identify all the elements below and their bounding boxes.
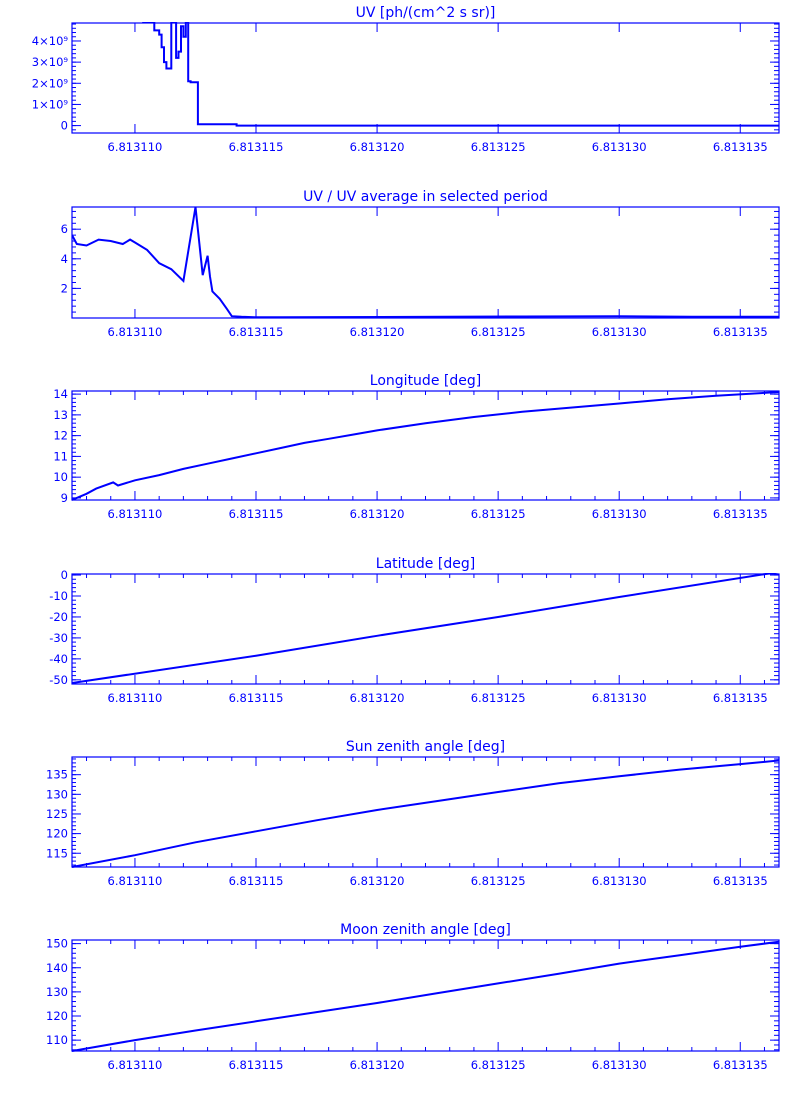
x-tick-label: 6.813110 bbox=[108, 325, 163, 339]
y-tick-label: -30 bbox=[49, 631, 68, 645]
x-tick-label: 6.813120 bbox=[350, 507, 405, 521]
x-tick-label: 6.813135 bbox=[713, 140, 768, 154]
y-tick-label: -50 bbox=[49, 673, 68, 687]
x-tick-label: 6.813135 bbox=[713, 325, 768, 339]
x-tick-label: 6.813110 bbox=[108, 1058, 163, 1072]
x-tick-label: 6.813115 bbox=[229, 874, 284, 888]
x-tick-label: 6.813130 bbox=[592, 140, 647, 154]
y-tick-label: 120 bbox=[46, 1009, 68, 1023]
x-tick-label: 6.813135 bbox=[713, 1058, 768, 1072]
x-tick-label: 6.813110 bbox=[108, 874, 163, 888]
x-tick-label: 6.813130 bbox=[592, 691, 647, 705]
y-tick-label: 11 bbox=[53, 449, 68, 463]
y-tick-label: 4 bbox=[61, 252, 68, 266]
y-tick-label: 1×10⁹ bbox=[32, 97, 69, 111]
x-tick-label: 6.813130 bbox=[592, 1058, 647, 1072]
x-tick-label: 6.813125 bbox=[471, 874, 526, 888]
y-tick-label: 14 bbox=[53, 387, 68, 401]
x-tick-label: 6.813115 bbox=[229, 325, 284, 339]
y-tick-label: 12 bbox=[53, 429, 68, 443]
plot-frame bbox=[71, 756, 780, 868]
y-tick-label: 110 bbox=[46, 1033, 68, 1047]
chart-title: UV [ph/(cm^2 s sr)] bbox=[356, 5, 496, 21]
plot-frame bbox=[71, 390, 780, 501]
data-line-series-1 bbox=[72, 391, 779, 501]
y-tick-label: 10 bbox=[53, 470, 68, 484]
y-tick-label: 140 bbox=[46, 961, 68, 975]
x-tick-label: 6.813130 bbox=[592, 507, 647, 521]
chart-panel-2: UV / UV average in selected period 6.8131… bbox=[61, 189, 780, 339]
x-tick-label: 6.813115 bbox=[229, 1058, 284, 1072]
y-tick-label: 115 bbox=[46, 846, 68, 860]
data-line-series-1 bbox=[72, 759, 779, 868]
data-line-series-1 bbox=[72, 940, 779, 1052]
y-tick-label: 3×10⁹ bbox=[32, 55, 69, 69]
chart-title: Moon zenith angle [deg] bbox=[340, 922, 511, 938]
y-tick-label: 6 bbox=[61, 222, 68, 236]
x-tick-label: 6.813120 bbox=[350, 691, 405, 705]
chart-panel-1: UV [ph/(cm^2 s sr)] 6.813110 6.813115 6.813… bbox=[32, 5, 780, 154]
y-tick-label: 2×10⁹ bbox=[32, 76, 69, 90]
chart-title: Longitude [deg] bbox=[370, 373, 481, 389]
x-tick-label: 6.813120 bbox=[350, 140, 405, 154]
x-tick-label: 6.813110 bbox=[108, 691, 163, 705]
x-tick-label: 6.813110 bbox=[108, 140, 163, 154]
x-tick-label: 6.813125 bbox=[471, 325, 526, 339]
y-tick-label: 130 bbox=[46, 985, 68, 999]
data-line-series-1 bbox=[72, 573, 779, 684]
y-tick-label: 150 bbox=[46, 937, 68, 951]
x-tick-label: 6.813125 bbox=[471, 1058, 526, 1072]
x-tick-label: 6.813125 bbox=[471, 507, 526, 521]
y-tick-label: 120 bbox=[46, 827, 68, 841]
x-tick-label: 6.813135 bbox=[713, 507, 768, 521]
x-tick-label: 6.813135 bbox=[713, 691, 768, 705]
x-tick-label: 6.813125 bbox=[471, 140, 526, 154]
y-tick-label: 125 bbox=[46, 807, 68, 821]
y-tick-label: -20 bbox=[49, 610, 68, 624]
chart-title: Sun zenith angle [deg] bbox=[346, 739, 505, 755]
x-tick-label: 6.813130 bbox=[592, 325, 647, 339]
plot-frame bbox=[71, 22, 780, 134]
x-tick-label: 6.813125 bbox=[471, 691, 526, 705]
y-tick-label: 130 bbox=[46, 787, 68, 801]
chart-panel-6: Moon zenith angle [deg] 6.813110 6.813115 6… bbox=[46, 922, 780, 1072]
x-tick-label: 6.813135 bbox=[713, 874, 768, 888]
chart-title: Latitude [deg] bbox=[376, 556, 475, 572]
chart-panel-4: Latitude [deg] 6.813110 6.813115 6.813120 6.… bbox=[49, 556, 780, 705]
x-tick-label: 6.813110 bbox=[108, 507, 163, 521]
x-tick-label: 6.813115 bbox=[229, 140, 284, 154]
y-tick-label: -40 bbox=[49, 652, 68, 666]
y-tick-label: 9 bbox=[61, 491, 68, 505]
x-tick-label: 6.813120 bbox=[350, 1058, 405, 1072]
chart-panel-3: Longitude [deg] 6.813110 6.813115 6.813120 6… bbox=[53, 373, 780, 521]
x-tick-label: 6.813130 bbox=[592, 874, 647, 888]
x-tick-label: 6.813115 bbox=[229, 507, 284, 521]
x-tick-label: 6.813120 bbox=[350, 325, 405, 339]
y-tick-label: -10 bbox=[49, 589, 68, 603]
plot-frame bbox=[71, 206, 780, 319]
y-tick-label: 0 bbox=[61, 119, 68, 133]
y-tick-label: 135 bbox=[46, 768, 68, 782]
x-tick-label: 6.813115 bbox=[229, 691, 284, 705]
chart-title: UV / UV average in selected period bbox=[303, 189, 548, 205]
data-line-series-1 bbox=[72, 206, 779, 319]
y-tick-label: 4×10⁹ bbox=[32, 34, 69, 48]
y-tick-label: 0 bbox=[61, 568, 68, 582]
chart-panel-5: Sun zenith angle [deg] 6.813110 6.813115 6.… bbox=[46, 739, 780, 888]
data-line-series-1 bbox=[142, 22, 779, 127]
x-tick-label: 6.813120 bbox=[350, 874, 405, 888]
y-tick-label: 2 bbox=[61, 281, 68, 295]
y-tick-label: 13 bbox=[53, 408, 68, 422]
